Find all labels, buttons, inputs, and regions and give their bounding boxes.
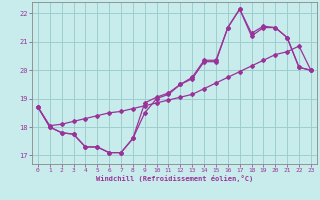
X-axis label: Windchill (Refroidissement éolien,°C): Windchill (Refroidissement éolien,°C) [96,175,253,182]
